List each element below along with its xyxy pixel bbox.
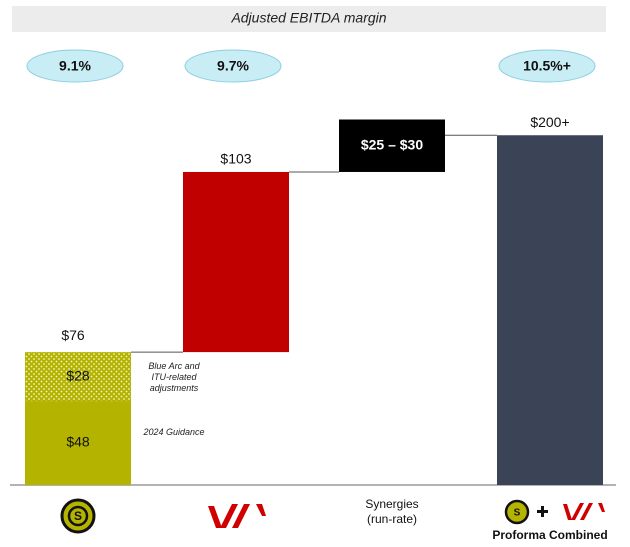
margin-bubble bbox=[184, 49, 282, 83]
segment-label: $28 bbox=[66, 367, 90, 383]
margin-bubble bbox=[26, 49, 124, 83]
margin-label: 9.7% bbox=[217, 58, 249, 74]
category-label: Proforma Combined bbox=[492, 528, 608, 542]
bar bbox=[183, 171, 289, 353]
title-band bbox=[12, 6, 606, 32]
value-label: $25 – $30 bbox=[361, 136, 423, 152]
logo-combined: S bbox=[504, 499, 605, 525]
bar bbox=[497, 135, 603, 485]
svg-text:S: S bbox=[74, 509, 82, 523]
segment-name: 2024 Guidance bbox=[143, 427, 205, 438]
segment-label: $48 bbox=[66, 434, 90, 450]
value-label: $103 bbox=[220, 151, 251, 167]
segment-name: Blue Arc and ITU-related adjustments bbox=[148, 360, 200, 393]
logo-s: S bbox=[60, 498, 96, 534]
chart-title: Adjusted EBITDA margin bbox=[230, 10, 386, 26]
category-label: Synergies (run-rate) bbox=[365, 497, 419, 526]
logo-slashes bbox=[208, 504, 266, 528]
svg-text:S: S bbox=[514, 508, 521, 519]
value-label: $200+ bbox=[530, 114, 569, 130]
margin-bubble bbox=[498, 49, 596, 83]
margin-label: 9.1% bbox=[59, 58, 91, 74]
bar-segment bbox=[25, 401, 131, 485]
bar-range bbox=[339, 119, 445, 172]
total-label: $76 bbox=[61, 327, 85, 343]
bar-segment bbox=[25, 352, 131, 402]
margin-label: 10.5%+ bbox=[523, 58, 571, 74]
